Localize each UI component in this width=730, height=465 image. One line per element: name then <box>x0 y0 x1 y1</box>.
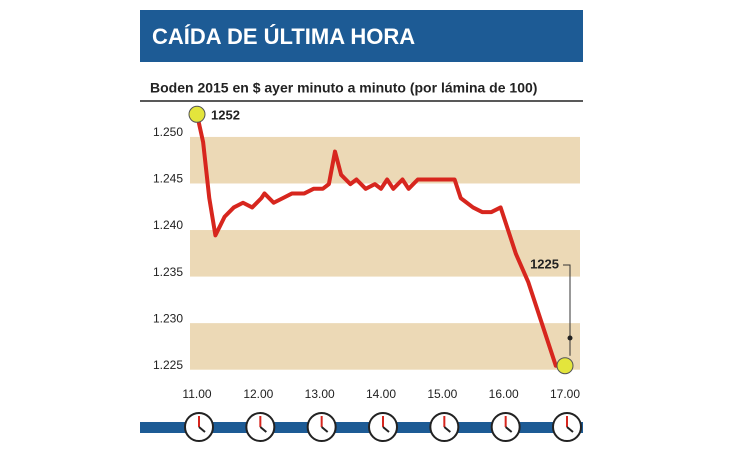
chart-subtitle: Boden 2015 en $ ayer minuto a minuto (po… <box>150 80 537 96</box>
clock-tick <box>368 412 398 442</box>
y-tick-label: 1.250 <box>153 125 183 139</box>
annotation: 1252 <box>211 108 240 123</box>
time-bar <box>140 422 583 433</box>
x-tick-label: 15.00 <box>427 387 457 401</box>
x-tick-label: 12.00 <box>243 387 273 401</box>
data-line <box>195 113 565 368</box>
clock-hand <box>566 426 574 433</box>
annotation: 1225 <box>530 256 559 271</box>
x-tick-label: 14.00 <box>366 387 396 401</box>
clock-hand <box>505 426 513 433</box>
clock-tick <box>245 412 276 442</box>
chart-title: CAÍDA DE ÚLTIMA HORA <box>152 24 415 49</box>
y-tick-label: 1.235 <box>153 265 183 279</box>
clock-tick <box>552 412 582 442</box>
title-bar <box>140 10 583 62</box>
clock-tick <box>184 412 214 442</box>
leader-dot <box>567 335 573 341</box>
y-tick-label: 1.230 <box>153 311 183 325</box>
clock-tick <box>490 412 521 442</box>
clock-tick <box>306 412 337 442</box>
y-tick-label: 1.225 <box>153 358 183 372</box>
end-marker <box>188 105 206 123</box>
clock-hand <box>198 426 206 433</box>
y-tick-label: 1.245 <box>153 172 183 186</box>
clock-tick <box>429 412 460 442</box>
clock-hand <box>382 426 390 433</box>
band <box>190 136 580 184</box>
clock-hand <box>443 426 451 433</box>
band <box>190 323 580 370</box>
x-tick-label: 17.00 <box>550 387 580 401</box>
clock-hand <box>321 426 329 433</box>
y-tick-label: 1.240 <box>153 218 183 232</box>
clock-hand <box>259 426 267 433</box>
x-tick-label: 11.00 <box>182 387 211 401</box>
leader-line <box>563 264 571 356</box>
x-tick-label: 13.00 <box>305 387 335 401</box>
x-tick-label: 16.00 <box>489 387 519 401</box>
end-marker <box>556 357 574 375</box>
